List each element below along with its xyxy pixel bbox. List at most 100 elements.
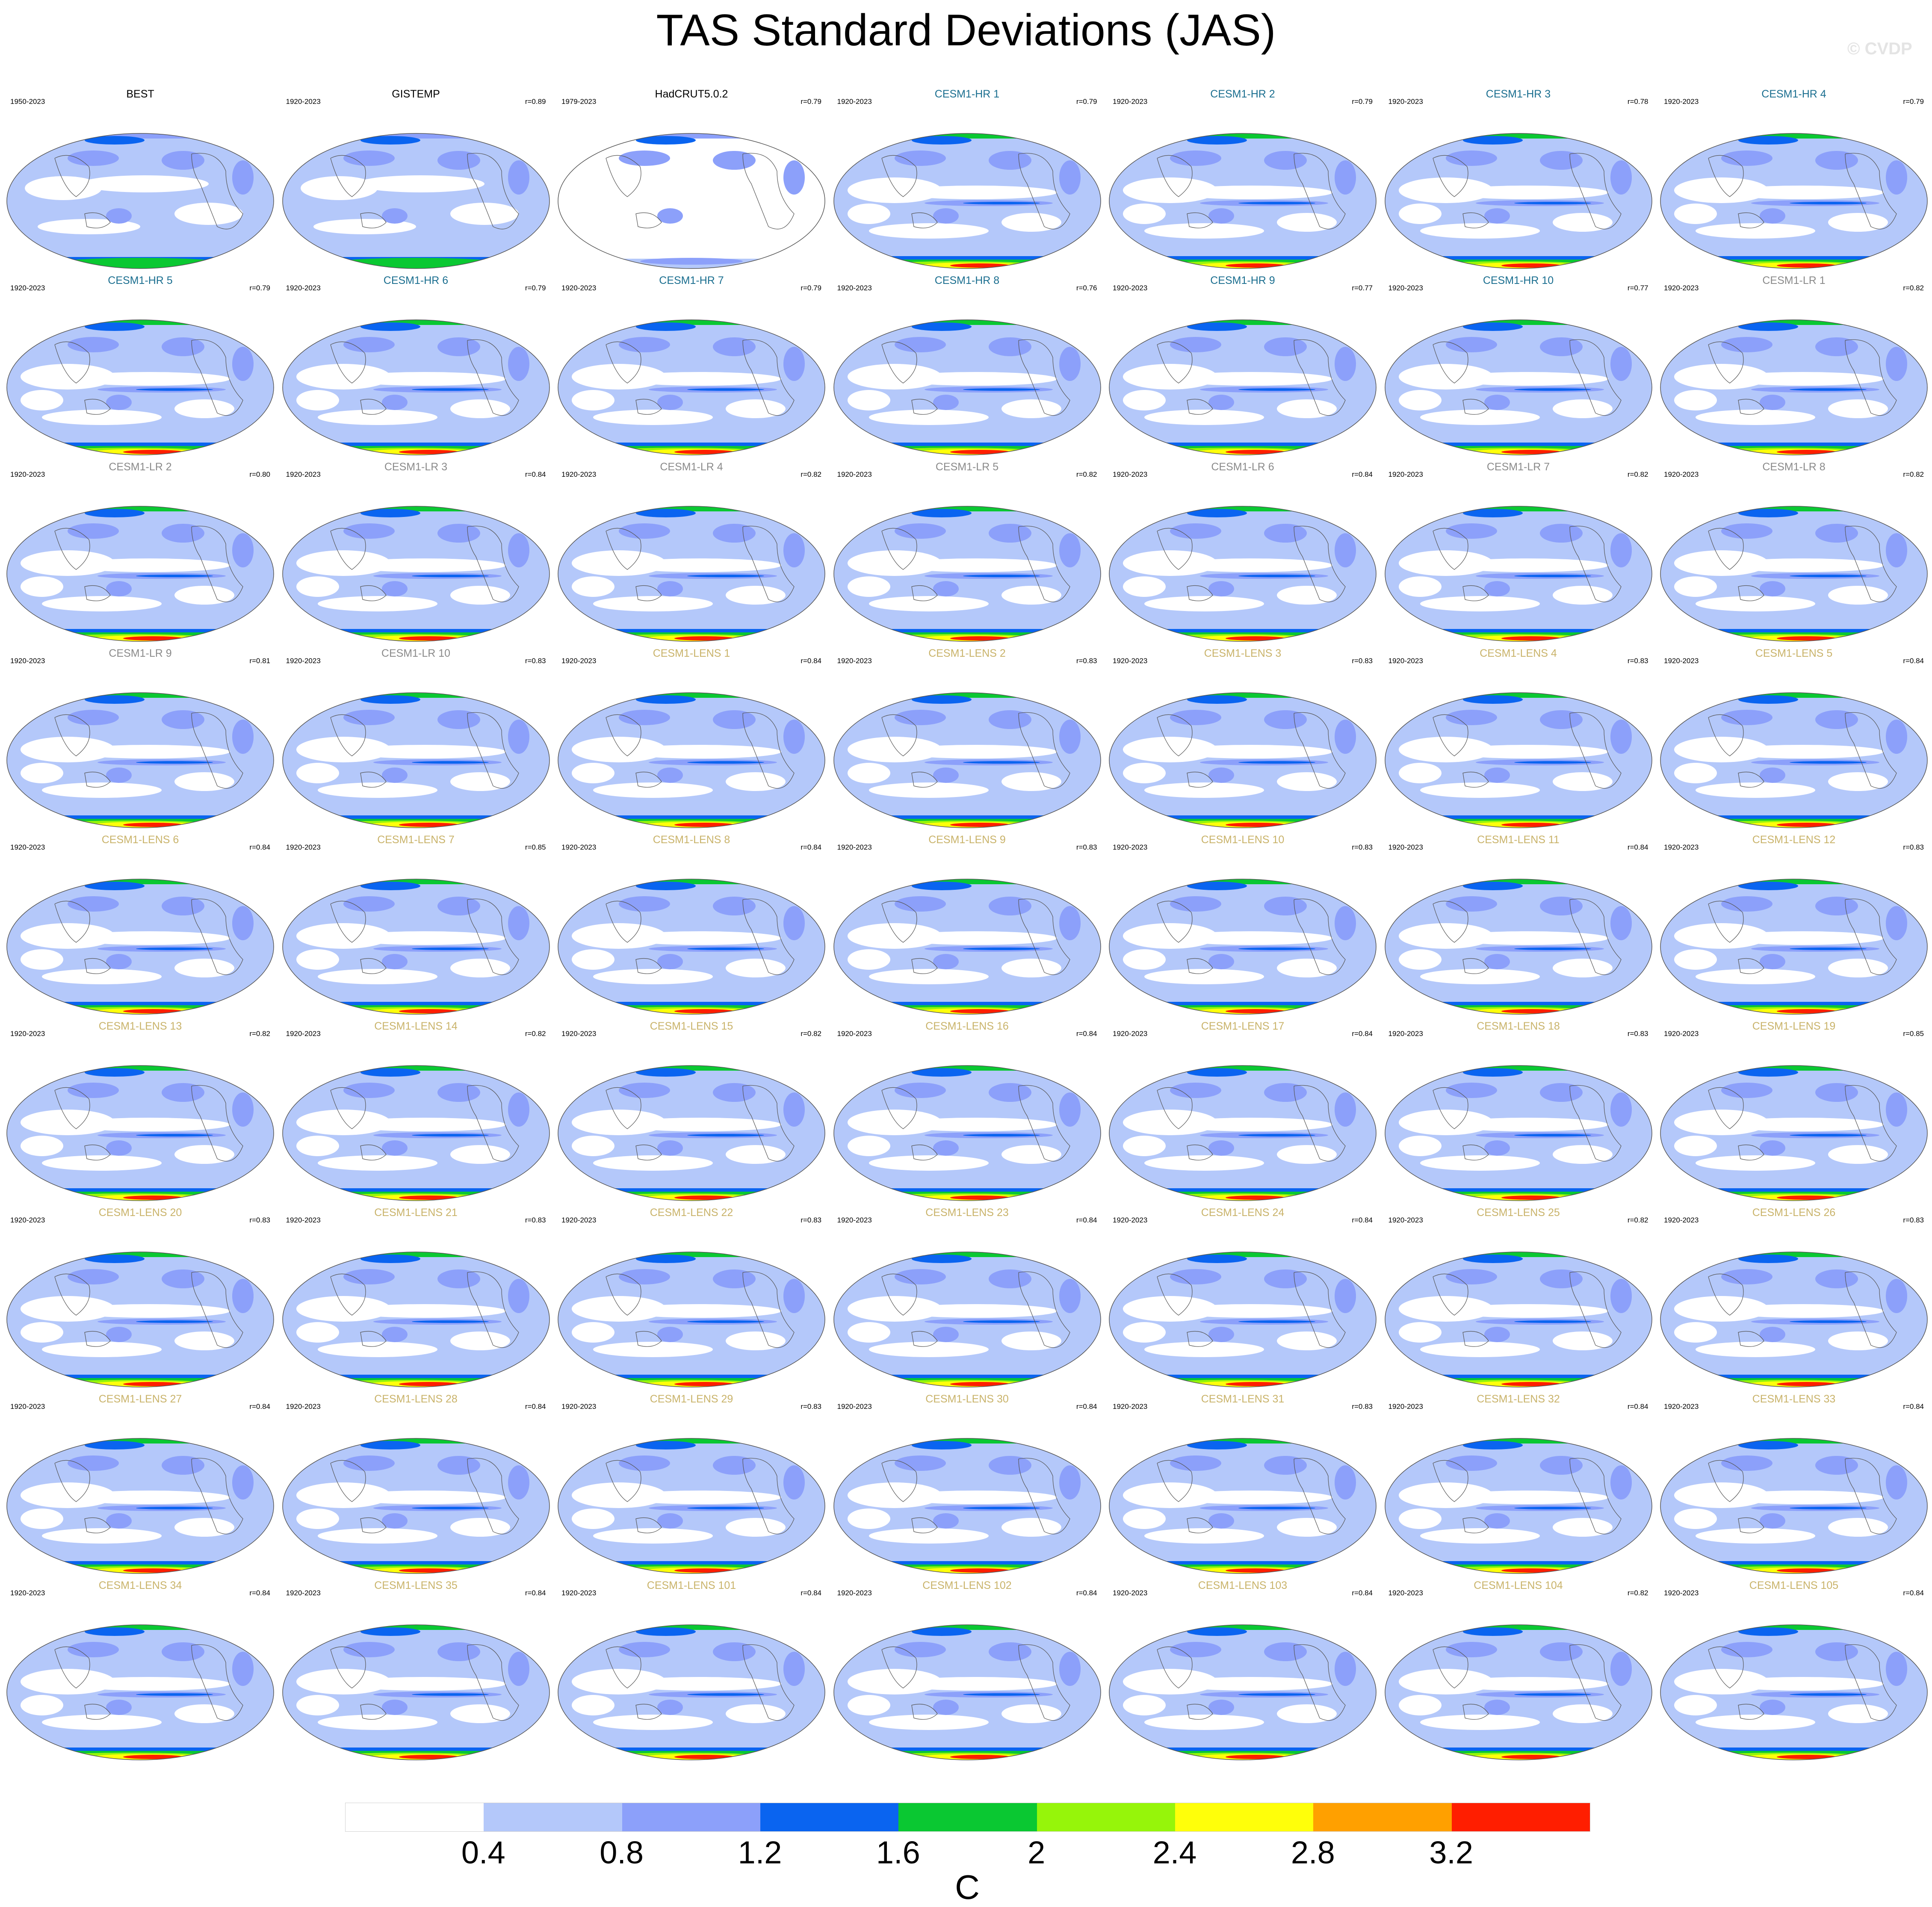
coastline [1738, 399, 1764, 415]
moderate-variance-region [381, 1327, 408, 1342]
cvdp-watermark: © CVDP [1847, 39, 1912, 58]
low-variance-region [1398, 1695, 1442, 1715]
colorbar-segment [760, 1803, 899, 1831]
map-outline [1660, 1624, 1928, 1760]
low-variance-region [619, 931, 781, 945]
world-map [1384, 879, 1652, 1015]
map-outline [833, 1624, 1101, 1760]
moderate-variance-region [1886, 533, 1907, 567]
low-variance-region [1144, 782, 1264, 798]
equatorial-band-core [687, 1693, 764, 1696]
arctic-patch [1187, 509, 1247, 517]
low-variance-region [726, 1704, 786, 1723]
equatorial-band-core [687, 761, 764, 764]
moderate-variance-region [1539, 337, 1583, 356]
colorbar-segment [1175, 1803, 1314, 1831]
map-panel: CESM1-HR 1 1920-2023 r=0.79 [830, 86, 1104, 269]
coastline [1845, 898, 1897, 975]
low-variance-region [619, 1118, 781, 1131]
low-variance-region [1170, 186, 1332, 199]
world-map [558, 1252, 825, 1387]
map-panel: CESM1-LENS 34 1920-2023 r=0.84 [3, 1577, 277, 1761]
panel-title: CESM1-LENS 103 [1198, 1579, 1288, 1591]
coastline [1462, 1517, 1489, 1533]
low-variance-region [726, 1518, 786, 1537]
coastline [1738, 958, 1764, 974]
coastline [742, 1458, 795, 1535]
map-outline [1109, 133, 1377, 269]
moderate-variance-region [783, 533, 805, 567]
moderate-variance-region [1208, 1327, 1234, 1342]
arctic-patch [1462, 695, 1523, 704]
panel-pattern-correlation: r=0.79 [249, 284, 270, 292]
moderate-variance-region [933, 954, 959, 969]
panel-title: CESM1-LENS 21 [374, 1207, 458, 1219]
coastline [1294, 1644, 1346, 1721]
map-outline [833, 1252, 1101, 1387]
moderate-variance-region [713, 1269, 756, 1288]
moderate-variance-region [1264, 897, 1307, 915]
coastline [84, 1517, 111, 1533]
southern-patch-max [1777, 450, 1837, 454]
low-variance-region [726, 1331, 786, 1350]
panel-pattern-correlation: r=0.82 [1903, 284, 1924, 292]
coastline [1569, 1085, 1622, 1162]
panel-pattern-correlation: r=0.84 [249, 843, 270, 851]
moderate-variance-region [1208, 1140, 1234, 1156]
map-panel: CESM1-LENS 101 1920-2023 r=0.84 [555, 1577, 828, 1761]
moderate-variance-region [1445, 523, 1497, 539]
southern-patch-max [1777, 1382, 1837, 1386]
low-variance-region [1398, 949, 1442, 970]
map-outline [1384, 1438, 1652, 1574]
panel-title: HadCRUT5.0.2 [655, 88, 728, 100]
coastline [1018, 1085, 1070, 1162]
coastline [467, 1271, 519, 1348]
low-variance-region [1001, 1704, 1061, 1723]
panel-pattern-correlation: r=0.84 [1352, 470, 1373, 478]
low-variance-region [174, 1331, 234, 1350]
coastline [606, 155, 641, 197]
southern-patch-max [950, 823, 1010, 827]
low-variance-region [450, 586, 510, 605]
low-variance-region [450, 1145, 510, 1164]
moderate-variance-region [381, 1513, 408, 1529]
moderate-variance-region [894, 151, 946, 166]
low-variance-region [343, 931, 506, 945]
coastline [1569, 1458, 1622, 1535]
moderate-variance-region [437, 337, 480, 356]
southern-patch-max [674, 1755, 734, 1759]
colorbar-segment [1037, 1803, 1175, 1831]
moderate-variance-region [1059, 720, 1081, 754]
map-panel: BEST 1950-2023 [3, 86, 277, 269]
world-map [1109, 506, 1377, 642]
map-outline [1660, 133, 1928, 269]
moderate-variance-region [232, 1465, 254, 1500]
low-variance-region [42, 1528, 162, 1544]
low-variance-region [42, 1155, 162, 1171]
coastline [467, 898, 519, 975]
colorbar-tick-label: 2.4 [1152, 1835, 1197, 1870]
low-variance-region [593, 969, 713, 984]
moderate-variance-region [162, 1083, 204, 1102]
low-variance-region [1674, 576, 1717, 597]
panel-title: CESM1-LENS 30 [925, 1393, 1009, 1405]
world-map [1660, 879, 1928, 1015]
coastline [1187, 1331, 1213, 1347]
low-variance-region [1277, 213, 1337, 232]
coastline [911, 1703, 938, 1720]
panel-title: CESM1-LENS 6 [101, 834, 179, 846]
low-variance-region [1170, 745, 1332, 759]
coastline [1845, 525, 1897, 602]
world-map [282, 1438, 550, 1574]
world-map [833, 1624, 1101, 1760]
equatorial-band-core [1238, 1507, 1315, 1509]
arctic-patch [85, 136, 145, 145]
map-outline [833, 506, 1101, 642]
moderate-variance-region [1886, 1652, 1907, 1686]
panel-period: 1920-2023 [1113, 97, 1148, 106]
southern-patch-max [123, 1196, 183, 1200]
world-map [558, 133, 825, 269]
low-variance-region [21, 1695, 63, 1715]
panel-period: 1920-2023 [286, 1589, 321, 1597]
southern-patch-max [1777, 636, 1837, 641]
